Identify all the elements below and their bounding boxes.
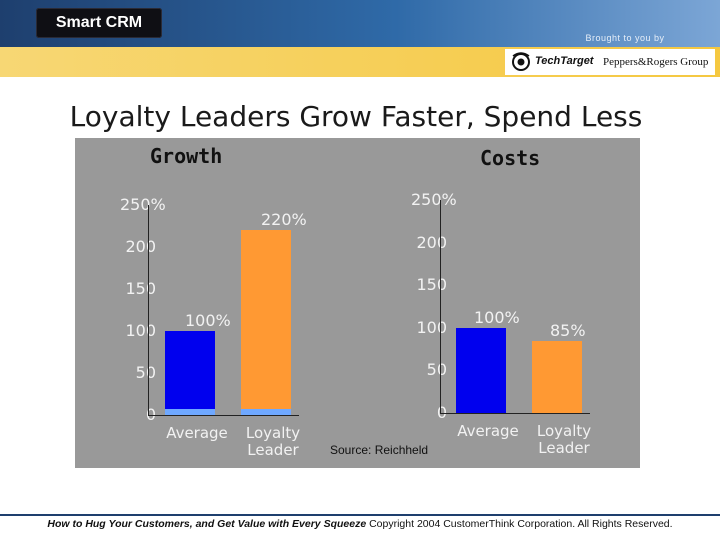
- sponsor-techtarget: TechTarget: [535, 55, 594, 67]
- chart-2-bar-2: [532, 340, 582, 413]
- chart-1-category-2: Loyalty Leader: [245, 424, 301, 459]
- sponsor-logos: TechTarget Peppers&Rogers Group: [505, 49, 715, 75]
- brought-by-label: Brought to you by: [585, 33, 665, 43]
- header-band: Smart CRM Brought to you by: [0, 0, 720, 47]
- footer-copyright: Copyright 2004 CustomerThink Corporation…: [369, 518, 673, 530]
- chart-1-y-axis: [148, 205, 149, 415]
- chart-2-ytick: 100: [416, 317, 447, 337]
- chart-2-ytick: 250%: [411, 190, 457, 209]
- chart-1-category-1: Average: [166, 424, 228, 442]
- chart-1-bar-1: [165, 331, 215, 415]
- chart-1-title: Growth: [150, 144, 223, 168]
- chart-2-ytick: 150: [416, 275, 447, 295]
- chart-2-ytick: 50: [426, 360, 447, 380]
- chart-1-bar-1-base: [165, 409, 215, 415]
- brand-name: Smart CRM: [55, 14, 143, 31]
- chart-panel: [75, 138, 640, 468]
- chart-source: Source: Reichheld: [330, 443, 429, 457]
- chart-2-category-1: Average: [457, 422, 519, 440]
- chart-1-value-label-2: 220%: [261, 210, 307, 230]
- chart-1-value-label-1: 100%: [185, 311, 231, 330]
- chart-2-value-label-2: 85%: [550, 320, 586, 340]
- chart-2-x-axis: [440, 413, 590, 414]
- chart-1-ytick: 100: [125, 321, 156, 340]
- chart-1-bar-2-base: [241, 409, 291, 415]
- footer-book-title: How to Hug Your Customers, and Get Value…: [47, 518, 367, 530]
- chart-1-ytick: 50: [135, 363, 156, 382]
- techtarget-eye-icon: [512, 52, 530, 71]
- chart-1-ytick: 150: [125, 279, 156, 298]
- chart-1-ytick: 0: [120, 405, 156, 424]
- chart-2-category-2: Loyalty Leader: [536, 422, 592, 457]
- footer-text: How to Hug Your Customers, and Get Value…: [0, 518, 720, 530]
- chart-2-y-axis: [440, 200, 441, 413]
- chart-1-ytick: 200: [125, 237, 156, 256]
- chart-2-ytick: 0: [411, 403, 447, 422]
- sponsor-peppers-rogers: Peppers&Rogers Group: [603, 56, 709, 68]
- chart-2-ytick: 200: [416, 232, 447, 252]
- footer-band: [0, 514, 720, 542]
- chart-1-ytick: 250%: [120, 195, 166, 214]
- chart-2-value-label-1: 100%: [474, 307, 520, 327]
- chart-1-bar-2: [241, 230, 291, 415]
- chart-1-x-axis: [148, 415, 299, 416]
- chart-2-title: Costs: [480, 146, 541, 170]
- chart-2-bar-1: [456, 327, 506, 413]
- slide-title: Loyalty Leaders Grow Faster, Spend Less: [69, 100, 643, 133]
- brand-logo: Smart CRM: [36, 8, 162, 38]
